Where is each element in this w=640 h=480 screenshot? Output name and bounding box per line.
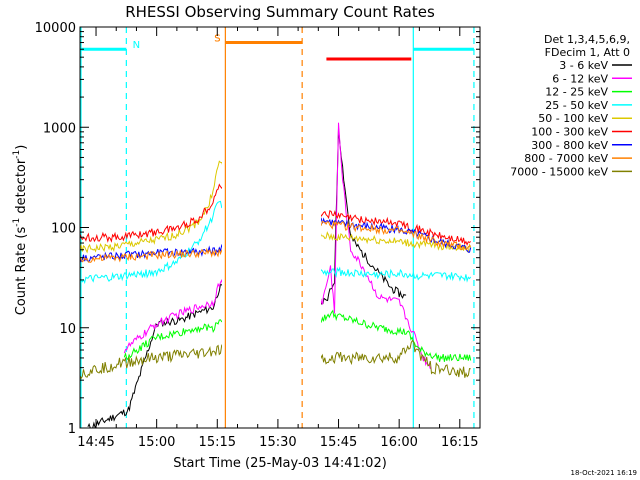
legend-entry-label: 7000 - 15000 keV [510,165,608,178]
y-tick-label: 1000 [43,121,76,136]
y-axis-label-part: ) [14,145,29,150]
legend-entry-label: 300 - 800 keV [531,139,608,152]
y-axis-label: Count Rate (s-1 detector-1) [12,145,29,316]
x-tick-label: 15:45 [320,435,357,450]
y-axis-label-part: -1 [12,150,22,159]
legend-entry-label: 100 - 300 keV [531,126,608,139]
legend-entry-label: 3 - 6 keV [559,59,608,72]
x-axis-label: Start Time (25-May-03 14:41:02) [173,456,387,471]
legend-header: FDecim 1, Att 0 [545,46,630,59]
y-tick-label: 100 [51,222,76,237]
annotation-label: N [133,40,140,51]
y-axis-label-part: -1 [12,218,22,227]
axes: 1 10 100 1000 10000 14:45 15:00 15:15 15:30 15:45… [35,21,481,450]
legend-entry-label: 800 - 7000 keV [524,152,608,165]
annotation-label: S [214,34,220,45]
data-gap [222,28,322,427]
x-tick-label: 14:45 [77,435,114,450]
legend-entry-label: 50 - 100 keV [538,112,608,125]
legend-entry-label: 25 - 50 keV [545,99,608,112]
chart-title: RHESSI Observing Summary Count Rates [125,3,435,21]
legend-entry-label: 6 - 12 keV [552,72,608,85]
x-tick-label: 15:00 [138,435,175,450]
series-group: S [79,27,472,429]
y-axis-label-part: Count Rate (s [14,227,29,316]
x-tick-label: 15:15 [199,435,236,450]
x-tick-label: 16:15 [441,435,478,450]
annotation-label: S [214,34,220,45]
footer-timestamp: 18-Oct-2021 16:19 [571,469,637,477]
legend: Det 1,3,4,5,6,9,FDecim 1, Att 03 - 6 keV… [510,33,632,178]
legend-entry-label: 12 - 25 keV [545,86,608,99]
legend-header: Det 1,3,4,5,6,9, [544,33,630,46]
y-tick-label: 10000 [35,21,76,36]
x-tick-label: 15:30 [259,435,296,450]
x-tick-label: 16:00 [380,435,417,450]
y-tick-label: 10 [59,322,76,337]
y-axis-label-part: detector [14,158,29,218]
y-tick-label: 1 [68,422,76,437]
